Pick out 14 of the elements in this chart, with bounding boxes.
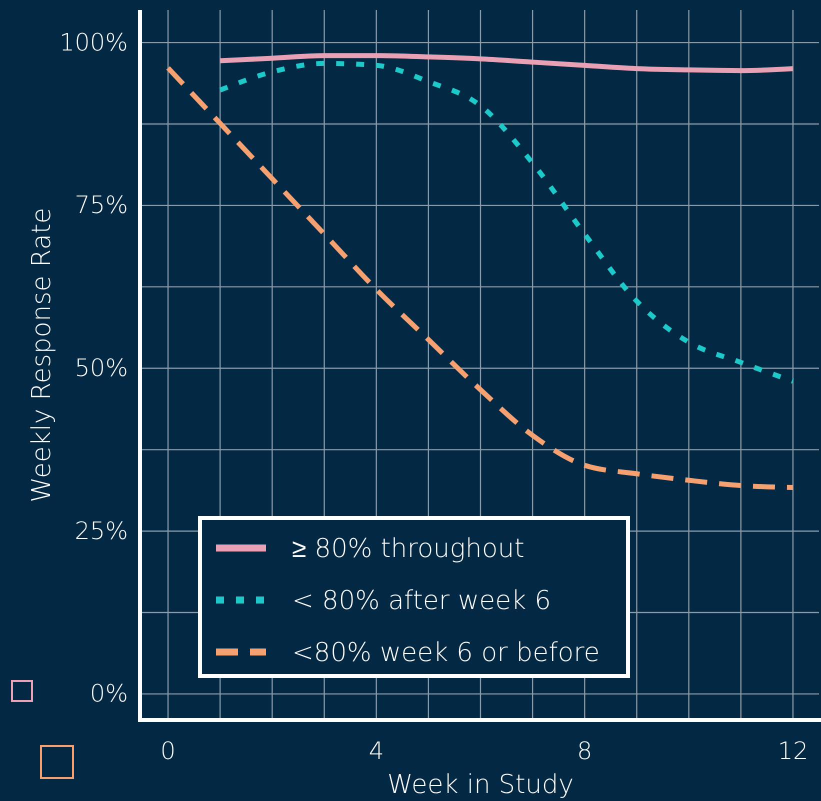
x-tick-label: 8: [577, 737, 592, 766]
y-tick-label: 50%: [74, 354, 128, 382]
y-axis-title: Weekly Response Rate: [27, 208, 57, 502]
x-tick-label: 0: [160, 737, 176, 766]
x-tick-label: 12: [778, 737, 808, 766]
y-tick-label: 25%: [74, 516, 128, 545]
y-tick-label: 0%: [90, 680, 128, 708]
legend-label: ≥ 80% throughout: [292, 534, 524, 564]
y-tick-label: 75%: [74, 191, 128, 220]
legend-label: < 80% after week 6: [292, 586, 551, 616]
y-tick-label: 100%: [59, 28, 128, 56]
x-tick-label: 4: [368, 737, 384, 766]
legend-label: <80% week 6 or before: [292, 638, 600, 668]
x-axis-title: Week in Study: [387, 770, 574, 800]
